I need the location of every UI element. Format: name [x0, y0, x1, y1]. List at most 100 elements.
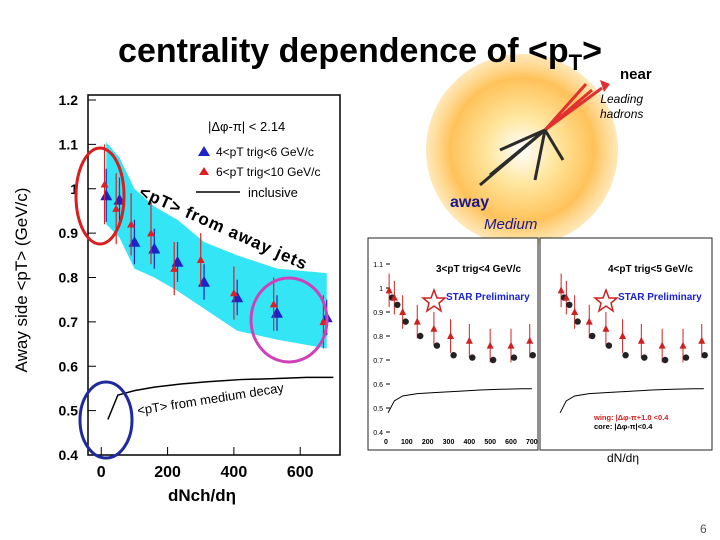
slide-title: centrality dependence of <pT>	[118, 32, 602, 75]
inset-red-point	[385, 286, 393, 294]
leading-hadrons-label: Leading hadrons	[600, 92, 644, 121]
inset-black-point	[489, 356, 497, 364]
red-triangle-point	[170, 264, 179, 272]
inset-red-point	[619, 332, 627, 339]
inset-red-point	[562, 293, 570, 301]
inset-red-point	[658, 341, 666, 349]
inset-black-point	[529, 352, 536, 359]
inset-x-tick-label: 500	[484, 439, 496, 446]
inset-x-tick-label: 200	[422, 439, 434, 446]
inset-x-tick-label: 0	[384, 439, 388, 446]
highlight-circle-magenta	[249, 276, 329, 364]
red-triangle-point	[127, 220, 136, 228]
red-triangle-point	[112, 204, 121, 212]
inset-title: 3<pT trig<4 GeV/c	[436, 264, 521, 275]
inset-y-tick-label: 0.6	[373, 382, 383, 389]
inset-red-point	[585, 317, 593, 325]
inclusive-curve	[107, 376, 334, 420]
inset-black-point	[574, 318, 581, 325]
y-tick-label: 0.5	[59, 403, 79, 419]
inset-black-point	[394, 301, 401, 308]
inset-title: 4<pT trig<5 GeV/c	[608, 264, 693, 275]
inset-left-frame	[367, 237, 539, 451]
inset-red-point	[430, 324, 438, 332]
inset-black-point	[605, 342, 613, 349]
inset-red-point	[698, 336, 706, 344]
y-tick-label: 1.2	[59, 92, 79, 108]
inset-black-point	[433, 342, 441, 349]
inset-red-point	[571, 308, 579, 315]
inset-curve	[387, 388, 532, 414]
blue-triangle-point	[100, 189, 113, 201]
inset-black-point	[661, 356, 669, 364]
inset-black-point	[566, 301, 573, 308]
inset-black-point	[641, 354, 648, 361]
inset-red-point	[413, 317, 421, 325]
inset-red-point	[679, 341, 687, 349]
inset-x-tick-label: 100	[401, 439, 413, 446]
inset-y-tick-label: 1	[379, 286, 383, 293]
inset-black-point	[589, 332, 596, 340]
inset-black-point	[402, 318, 409, 325]
inset-black-point	[450, 352, 457, 359]
inset-black-point	[682, 354, 690, 361]
y-tick-label: 0.7	[59, 314, 79, 330]
inset-x-axis-title: dN/dη	[607, 451, 639, 465]
x-tick-label: 600	[287, 464, 314, 481]
inset-red-point	[390, 293, 398, 301]
page-number: 6	[700, 522, 707, 536]
y-tick-label: 1.1	[59, 136, 79, 152]
inset-black-point	[701, 352, 708, 359]
inset-x-tick-label: 600	[505, 439, 517, 446]
y-tick-label: 0.6	[59, 358, 79, 374]
legend-entry: 4<pT trig<6 GeV/c	[216, 145, 314, 159]
y-axis-title: Away side <pT> (GeV/c)	[12, 187, 31, 373]
inset-red-point	[602, 324, 610, 332]
star-preliminary-label: STAR Preliminary	[446, 292, 530, 303]
inset-red-point	[447, 332, 455, 339]
inset-black-point	[417, 332, 424, 340]
highlight-circle-blue	[78, 380, 134, 460]
legend-red-marker	[199, 167, 209, 175]
away-label: away	[450, 194, 490, 211]
star-preliminary-label: STAR Preliminary	[618, 292, 702, 303]
x-tick-label: 200	[154, 464, 181, 481]
inset-black-point	[622, 352, 629, 359]
y-tick-label: 0.9	[59, 225, 79, 241]
legend-entry: 6<pT trig<10 GeV/c	[216, 165, 321, 179]
red-triangle-point	[100, 180, 109, 188]
inset-x-tick-label: 400	[463, 439, 475, 446]
star-icon	[420, 287, 448, 313]
inset-panels: 1.1 1 0.9 0.8 0.7 0.6 0.5 0.40 100 200 300 400 500 60…	[373, 262, 708, 465]
legend-cut: |Δφ-π| < 2.14	[208, 119, 285, 134]
inset-y-tick-label: 0.8	[373, 334, 383, 341]
inset-red-point	[526, 336, 534, 344]
inset-y-tick-label: 0.5	[373, 406, 383, 413]
inset-y-tick-label: 0.4	[373, 430, 383, 437]
x-axis-title: dNch/dη	[168, 486, 236, 505]
inset-red-point	[557, 286, 565, 294]
red-triangle-point	[196, 255, 205, 263]
inset-legend-wing: wing: |Δφ-π+1.0 <0.4	[593, 413, 669, 422]
x-tick-label: 400	[221, 464, 248, 481]
medium-label: Medium	[484, 216, 538, 233]
near-label: near	[620, 66, 652, 83]
y-tick-label: 0.8	[59, 270, 79, 286]
inset-x-tick-label: 300	[443, 439, 455, 446]
inset-red-point	[399, 308, 407, 315]
x-tick-label: 0	[97, 464, 106, 481]
inset-red-point	[637, 336, 645, 344]
inset-curve	[559, 388, 704, 414]
jet-arrows	[479, 80, 610, 187]
inset-black-point	[510, 354, 518, 361]
inset-y-tick-label: 1.1	[373, 262, 383, 269]
inset-black-point	[469, 354, 476, 361]
inset-x-tick-label: 700	[526, 439, 538, 446]
inset-red-point	[507, 341, 515, 349]
red-triangle-point	[147, 229, 155, 237]
star-icon	[592, 287, 620, 313]
inset-y-tick-label: 0.7	[373, 358, 383, 365]
highlight-circle-red	[74, 146, 126, 246]
inset-red-point	[465, 336, 473, 344]
inset-red-point	[486, 341, 494, 349]
